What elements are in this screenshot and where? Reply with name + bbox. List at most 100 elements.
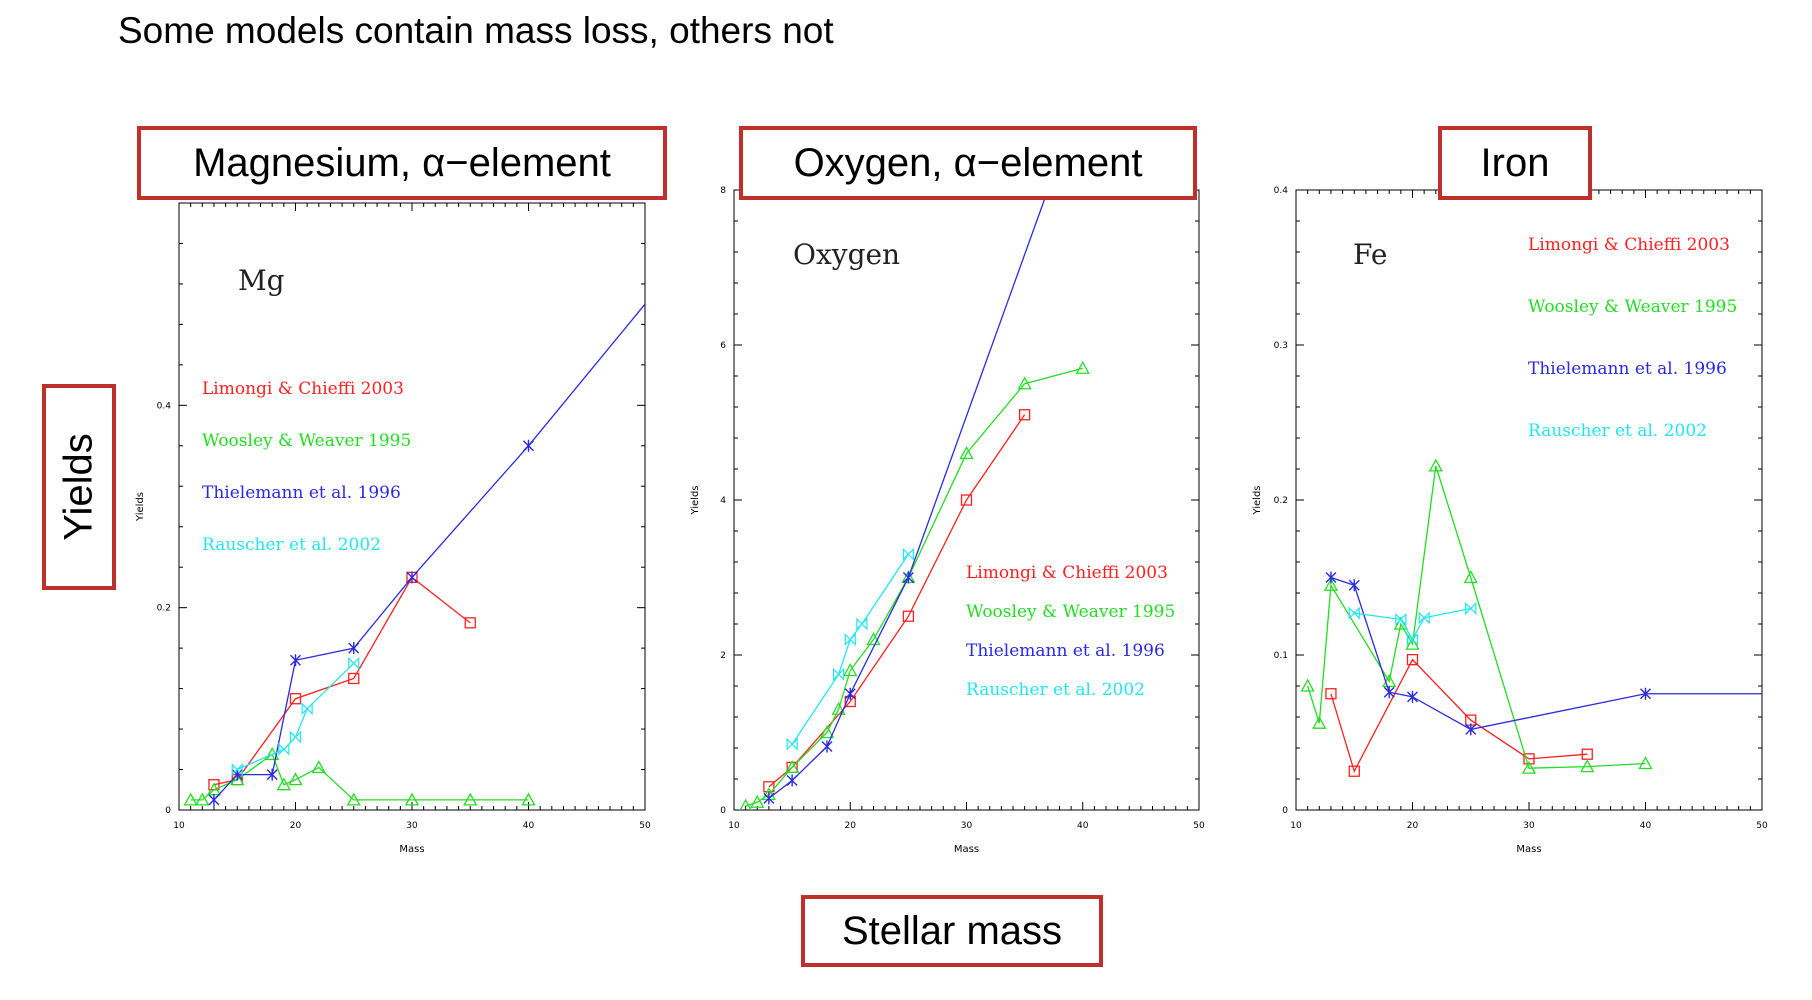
data-point (739, 798, 752, 810)
data-point (902, 547, 914, 561)
yields-axis-label-box: Yields (42, 384, 116, 590)
series-line (190, 753, 529, 801)
data-point (1465, 602, 1477, 615)
x-tick-label: 20 (1407, 821, 1419, 831)
series-line (213, 303, 645, 801)
data-point (1325, 688, 1337, 700)
data-point (463, 792, 478, 806)
data-point (523, 439, 534, 452)
y-tick-label: 6 (720, 341, 726, 351)
data-point (959, 446, 974, 460)
data-point (195, 792, 210, 806)
header-iron: Iron (1438, 126, 1592, 200)
y-tick-label: 0.3 (1274, 341, 1288, 351)
x-tick-label: 30 (961, 821, 973, 831)
chart-panel-2: 10 20 30 40 50 0 0.1 0.2 0.3 0.4 Mass Yields Fe Limon… (1252, 186, 1768, 855)
series-line (1307, 465, 1646, 769)
x-tick-label: 20 (290, 821, 302, 831)
data-point (750, 794, 765, 808)
yields-axis-label: Yields (56, 433, 101, 541)
legend-entry: Limongi & Chieffi 2003 (1528, 235, 1730, 255)
y-tick-label: 0.2 (157, 604, 171, 614)
y-tick-label: 0.4 (1274, 186, 1289, 196)
data-point (1580, 759, 1595, 773)
x-tick-label: 20 (845, 821, 857, 831)
chart-panel-1: 10 20 30 40 50 0 2 4 6 8 Mass Yields Oxygen Limongi &… (690, 186, 1205, 855)
x-tick-label: 10 (173, 821, 185, 831)
data-point (1465, 723, 1477, 736)
data-point (856, 617, 868, 631)
data-point (348, 642, 360, 655)
legend-entry: Rauscher et al. 2002 (1528, 421, 1707, 441)
legend-entry: Limongi & Chieffi 2003 (966, 563, 1168, 583)
data-point (183, 792, 198, 806)
data-point (1075, 360, 1090, 374)
data-point (1017, 376, 1032, 390)
legend-entry: Woosley & Weaver 1995 (1528, 297, 1737, 317)
y-tick-label: 0 (165, 806, 171, 816)
data-point (1407, 690, 1418, 703)
series-2 (208, 303, 645, 806)
element-label: Mg (238, 264, 285, 297)
series-line (791, 553, 909, 745)
x-tick-label: 10 (728, 821, 740, 831)
y-axis-title: Yields (1252, 485, 1263, 515)
data-point (278, 742, 290, 756)
x-tick-label: 40 (523, 821, 535, 831)
series-1 (1300, 458, 1653, 774)
series-line (768, 190, 1049, 799)
series-3 (231, 656, 360, 776)
data-point (1383, 686, 1395, 699)
x-axis-title: Mass (954, 844, 979, 855)
x-tick-label: 50 (1193, 821, 1205, 831)
data-point (1463, 570, 1478, 584)
data-point (1638, 756, 1653, 770)
data-point (902, 610, 915, 622)
series-0 (1325, 654, 1593, 777)
data-point (1348, 765, 1360, 777)
data-point (1521, 760, 1537, 774)
data-point (290, 654, 301, 667)
x-axis-title: Mass (399, 844, 424, 855)
data-point (289, 693, 302, 705)
page-title: Some models contain mass loss, others no… (118, 10, 834, 51)
data-point (276, 777, 291, 791)
data-point (406, 571, 418, 584)
data-point (833, 667, 845, 681)
data-point (348, 672, 360, 685)
data-point (288, 772, 303, 786)
legend-entry: Limongi & Chieffi 2003 (202, 379, 404, 399)
series-line (1330, 658, 1588, 773)
y-tick-label: 0.4 (157, 401, 172, 411)
data-point (1523, 753, 1535, 765)
data-point (1428, 458, 1443, 472)
header-magnesium: Magnesium, α−element (137, 126, 667, 200)
series-3 (786, 547, 914, 751)
data-point (230, 772, 245, 786)
data-point (821, 740, 833, 753)
data-point (866, 632, 881, 646)
data-point (763, 792, 775, 805)
data-point (786, 737, 798, 751)
element-label: Fe (1353, 238, 1387, 271)
x-tick-label: 40 (1640, 821, 1652, 831)
data-point (231, 763, 243, 776)
y-tick-label: 8 (720, 186, 726, 196)
series-2 (763, 190, 1049, 805)
series-line (236, 662, 355, 771)
y-tick-label: 4 (720, 496, 726, 506)
series-1 (183, 747, 536, 806)
data-point (208, 793, 220, 806)
data-point (346, 792, 361, 806)
data-point (464, 617, 476, 629)
x-tick-label: 30 (1523, 821, 1535, 831)
data-point (1581, 748, 1593, 760)
data-point (1300, 678, 1315, 692)
data-point (1406, 633, 1419, 646)
data-point (266, 768, 278, 781)
data-point (301, 702, 313, 716)
data-point (311, 760, 326, 774)
legend-entry: Thielemann et al. 1996 (1528, 359, 1727, 379)
data-point (521, 792, 536, 806)
